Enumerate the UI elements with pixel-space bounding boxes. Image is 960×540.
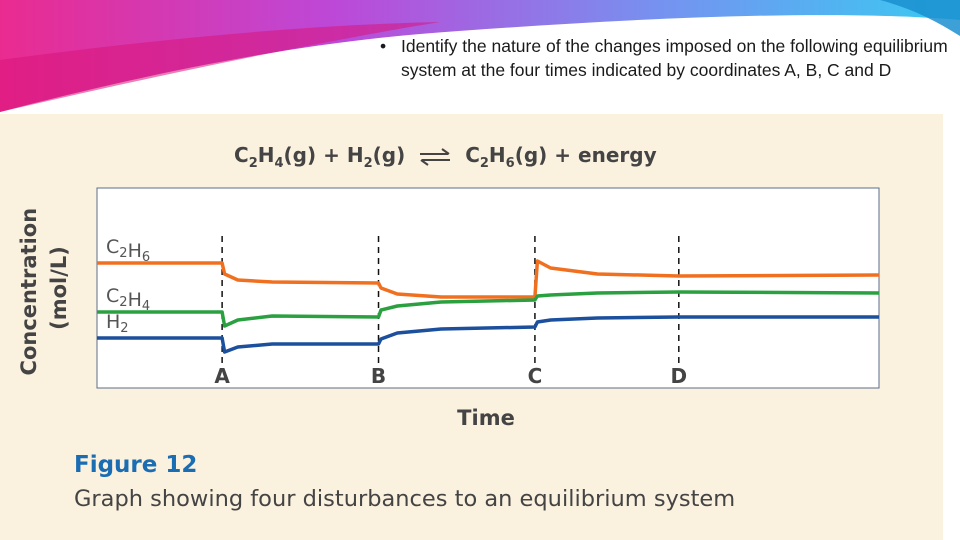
figure-caption: Graph showing four disturbances to an eq… <box>74 486 736 512</box>
x-tick-label-a: A <box>214 364 230 388</box>
y-axis-label: Concentration (mol/L) <box>17 201 71 376</box>
reaction-equation: C2H4(g) + H2(g) C2H6(g) + energy <box>234 143 657 171</box>
equation-plus: + <box>323 143 340 167</box>
equation-plus: + <box>554 143 572 167</box>
equilibrium-arrow-icon <box>420 147 451 166</box>
instruction-text: Identify the nature of the changes impos… <box>401 36 948 80</box>
x-tick-label-d: D <box>671 364 688 388</box>
series-label-h2: H2 <box>106 311 129 336</box>
series-line-c2h4 <box>97 290 880 328</box>
reactant-ethene: C2H4(g) <box>234 143 317 171</box>
instruction-bullet: • Identify the nature of the changes impo… <box>380 34 960 82</box>
product-ethane: C2H6(g) <box>465 143 548 171</box>
equation-energy: energy <box>578 143 657 167</box>
figure-title: Figure 12 <box>74 452 198 478</box>
y-axis-label-main: Concentration <box>17 208 41 376</box>
series-line-h2 <box>97 315 879 354</box>
plot-frame <box>96 187 880 389</box>
reactant-hydrogen: H2(g) <box>346 143 406 171</box>
x-tick-label-c: C <box>528 364 543 388</box>
series-label-c2h6: C2H6 <box>106 236 150 265</box>
x-tick-label-b: B <box>371 364 386 388</box>
series-label-c2h4: C2H4 <box>106 285 150 314</box>
x-axis-label: Time <box>457 406 515 430</box>
bullet-dot-icon: • <box>380 36 387 56</box>
series-line-c2h6 <box>97 259 880 299</box>
y-axis-label-unit: (mol/L) <box>47 246 71 330</box>
